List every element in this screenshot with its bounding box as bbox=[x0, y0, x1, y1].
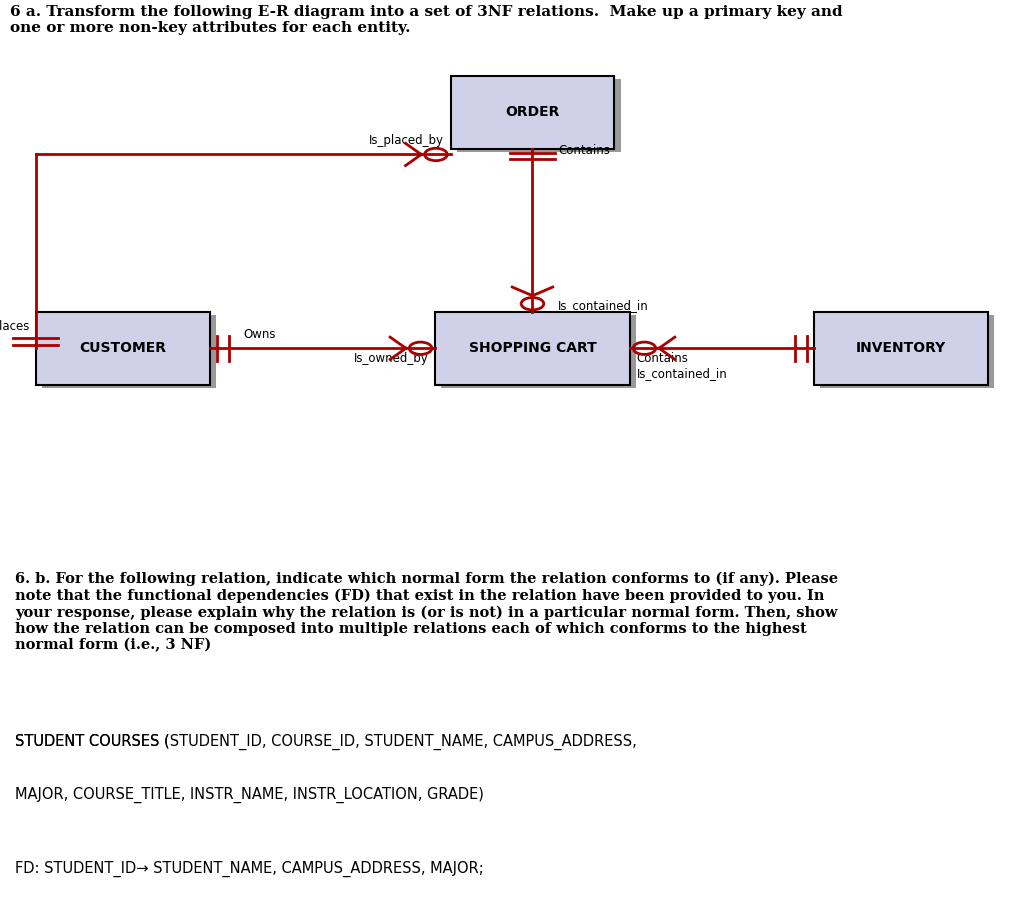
FancyBboxPatch shape bbox=[451, 76, 614, 149]
Text: INVENTORY: INVENTORY bbox=[856, 342, 946, 355]
Text: Is_placed_by: Is_placed_by bbox=[369, 134, 443, 147]
Text: SHOPPING CART: SHOPPING CART bbox=[469, 342, 596, 355]
FancyBboxPatch shape bbox=[820, 315, 994, 388]
FancyBboxPatch shape bbox=[36, 312, 210, 385]
Text: Contains: Contains bbox=[637, 352, 688, 365]
Text: Is_owned_by: Is_owned_by bbox=[353, 352, 428, 365]
Text: FD: STUDENT_ID→ STUDENT_NAME, CAMPUS_ADDRESS, MAJOR;: FD: STUDENT_ID→ STUDENT_NAME, CAMPUS_ADD… bbox=[15, 862, 484, 877]
Text: Owns: Owns bbox=[244, 328, 276, 341]
FancyBboxPatch shape bbox=[814, 312, 988, 385]
Text: Places: Places bbox=[0, 321, 31, 333]
Text: Contains: Contains bbox=[558, 143, 610, 157]
Text: ORDER: ORDER bbox=[505, 105, 560, 120]
Text: 6. b. For the following relation, indicate which normal form the relation confor: 6. b. For the following relation, indica… bbox=[15, 572, 839, 652]
FancyBboxPatch shape bbox=[435, 312, 630, 385]
Text: Is_contained_in: Is_contained_in bbox=[637, 367, 727, 380]
Text: Is_contained_in: Is_contained_in bbox=[558, 299, 649, 312]
Text: STUDENT COURSES (STUDENT_ID, COURSE_ID, STUDENT_NAME, CAMPUS_ADDRESS,: STUDENT COURSES (STUDENT_ID, COURSE_ID, … bbox=[15, 734, 637, 750]
FancyBboxPatch shape bbox=[457, 79, 621, 152]
Text: CUSTOMER: CUSTOMER bbox=[80, 342, 166, 355]
FancyBboxPatch shape bbox=[42, 315, 216, 388]
FancyBboxPatch shape bbox=[441, 315, 636, 388]
Text: STUDENT COURSES (: STUDENT COURSES ( bbox=[15, 734, 170, 749]
Text: 6 a. Transform the following E-R diagram into a set of 3NF relations.  Make up a: 6 a. Transform the following E-R diagram… bbox=[10, 5, 843, 34]
Text: MAJOR, COURSE_TITLE, INSTR_NAME, INSTR_LOCATION, GRADE): MAJOR, COURSE_TITLE, INSTR_NAME, INSTR_L… bbox=[15, 787, 484, 804]
